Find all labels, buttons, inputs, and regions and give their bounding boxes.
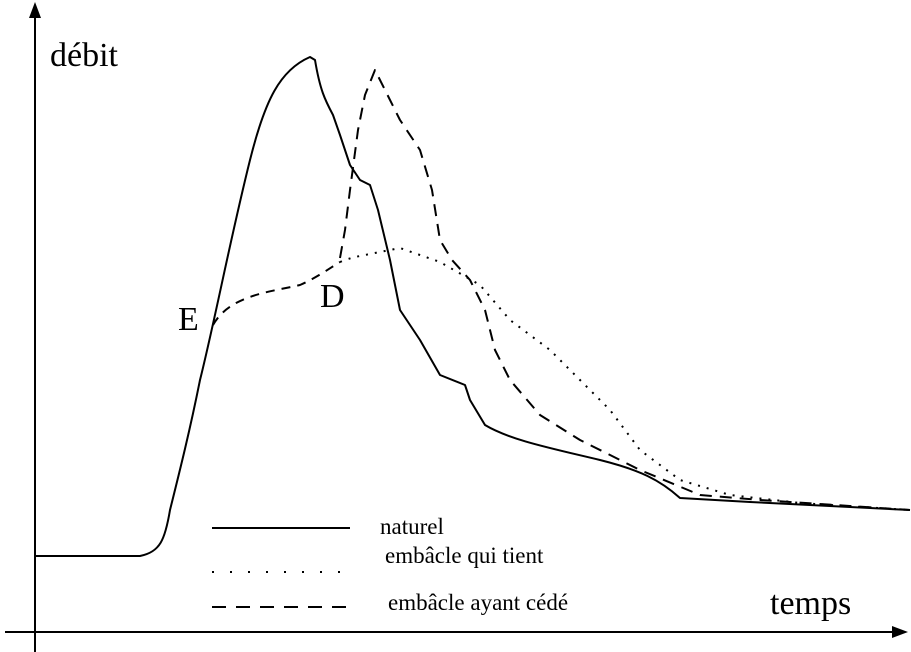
legend-label: naturel bbox=[380, 514, 444, 539]
x-label: temps bbox=[770, 585, 851, 622]
curve-embacle-tient bbox=[339, 247, 911, 511]
point-d: D bbox=[320, 278, 345, 315]
x-arrow bbox=[892, 626, 908, 638]
curve-naturel bbox=[35, 56, 911, 557]
y-arrow bbox=[29, 2, 41, 18]
legend-label: embâcle ayant cédé bbox=[388, 590, 568, 615]
y-label: débit bbox=[50, 37, 119, 74]
point-e: E bbox=[178, 301, 199, 338]
curve-before-d bbox=[212, 261, 341, 326]
legend-label: embâcle qui tient bbox=[385, 543, 544, 568]
curve-embacle-cede bbox=[339, 69, 911, 511]
